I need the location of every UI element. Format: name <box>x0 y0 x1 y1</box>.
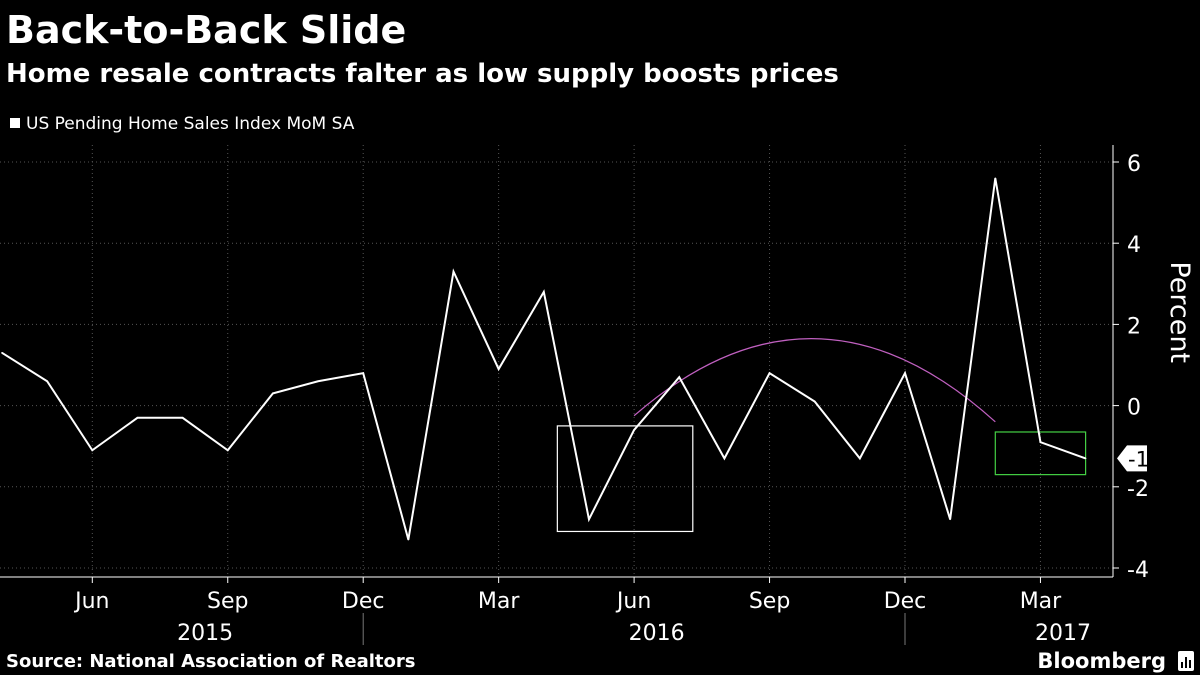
data-point <box>588 518 590 521</box>
x-tick-label: Jun <box>615 589 651 614</box>
data-point <box>497 368 500 370</box>
data-point <box>1084 457 1087 460</box>
y-axis-title: Percent <box>1164 261 1195 363</box>
data-point <box>272 392 274 395</box>
data-point <box>678 376 681 378</box>
last-value-flag <box>1117 445 1147 472</box>
data-point <box>904 372 906 374</box>
x-tick-label: Mar <box>1020 589 1062 614</box>
last-value-label: -1 <box>1128 447 1149 471</box>
data-point <box>91 449 94 452</box>
data-point <box>362 372 365 374</box>
chart-subtitle: Home resale contracts falter as low supp… <box>6 59 839 89</box>
x-tick-label: Sep <box>207 589 248 614</box>
data-point <box>859 457 861 460</box>
y-tick-label: 2 <box>1127 314 1141 339</box>
data-point <box>407 538 410 541</box>
bloomberg-icon <box>1178 651 1194 671</box>
data-point <box>317 380 319 383</box>
data-point <box>543 291 545 293</box>
y-tick-label: 0 <box>1127 396 1141 421</box>
series-line <box>1 178 1086 540</box>
x-tick-label: Dec <box>884 589 927 614</box>
legend-swatch <box>10 118 20 128</box>
data-point <box>1039 441 1042 443</box>
x-tick-label: Sep <box>749 589 790 614</box>
year-label: 2016 <box>629 621 685 646</box>
data-point <box>226 449 229 452</box>
data-point <box>46 380 48 383</box>
legend: US Pending Home Sales Index MoM SA <box>10 112 354 136</box>
x-tick-label: Dec <box>342 589 385 614</box>
data-point <box>181 416 184 419</box>
y-tick-label: -4 <box>1127 558 1149 583</box>
highlight-box-green <box>994 431 1087 476</box>
data-point <box>723 457 726 460</box>
source-note: Source: National Association of Realtors <box>6 651 416 672</box>
y-tick-label: 6 <box>1127 152 1141 177</box>
legend-label: US Pending Home Sales Index MoM SA <box>26 114 355 134</box>
data-point <box>949 518 951 521</box>
chart-title: Back-to-Back Slide <box>6 8 407 52</box>
bloomberg-logo: Bloomberg <box>1037 649 1166 673</box>
highlight-box-white <box>556 425 694 533</box>
year-label: 2015 <box>177 621 233 646</box>
data-point <box>994 177 997 180</box>
data-point <box>633 429 635 431</box>
x-tick-label: Mar <box>478 589 520 614</box>
data-point <box>813 400 816 403</box>
data-point <box>1 352 3 354</box>
x-tick-label: Jun <box>73 589 109 614</box>
data-point <box>452 270 455 273</box>
data-point <box>768 372 771 374</box>
data-point <box>136 416 139 419</box>
trend-arc <box>633 338 996 423</box>
year-label: 2017 <box>1035 621 1091 646</box>
y-tick-label: 4 <box>1127 233 1141 258</box>
y-tick-label: -2 <box>1127 477 1149 502</box>
